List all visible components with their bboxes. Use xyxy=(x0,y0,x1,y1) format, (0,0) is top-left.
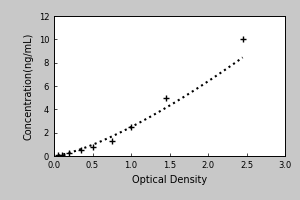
X-axis label: Optical Density: Optical Density xyxy=(132,175,207,185)
Y-axis label: Concentration(ng/mL): Concentration(ng/mL) xyxy=(23,32,33,140)
